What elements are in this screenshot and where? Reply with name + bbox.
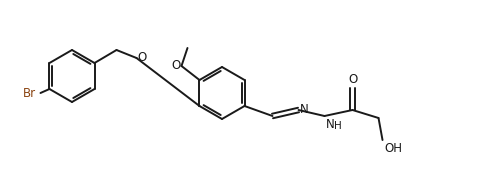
- Text: H: H: [334, 121, 341, 131]
- Text: N: N: [299, 103, 308, 116]
- Text: N: N: [325, 118, 334, 131]
- Text: OH: OH: [385, 142, 402, 155]
- Text: O: O: [171, 58, 180, 71]
- Text: Br: Br: [23, 87, 37, 100]
- Text: O: O: [137, 50, 147, 63]
- Text: O: O: [348, 73, 357, 86]
